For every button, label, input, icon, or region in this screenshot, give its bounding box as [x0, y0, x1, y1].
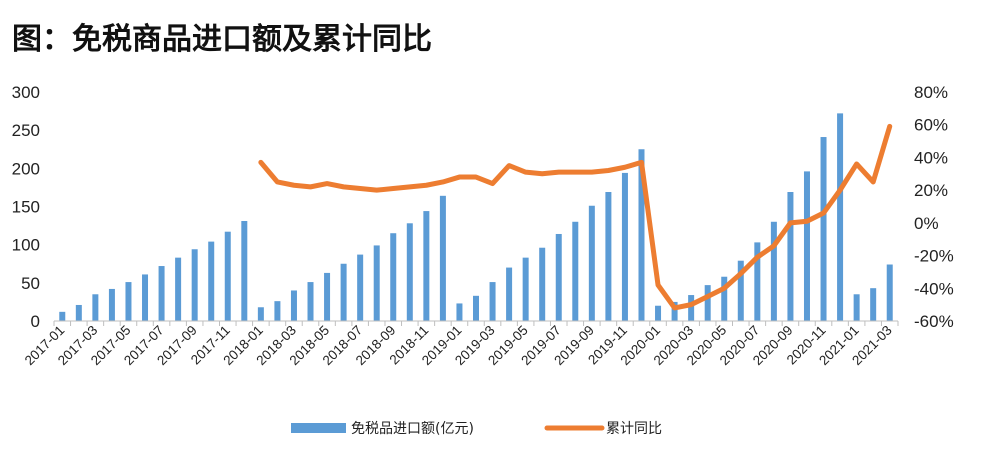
- y-left-tick-label: 200: [12, 159, 40, 178]
- bar: [208, 241, 215, 321]
- bar: [406, 223, 413, 321]
- bar: [506, 267, 513, 321]
- bar: [125, 282, 132, 321]
- bar: [357, 254, 364, 321]
- bar: [737, 260, 744, 321]
- y-left-tick-label: 50: [21, 274, 40, 293]
- bar: [142, 274, 149, 321]
- bar: [473, 295, 479, 321]
- y-left-tick-label: 300: [12, 83, 40, 102]
- x-axis-labels: 2017-012017-032017-052017-072017-092017-…: [22, 323, 895, 369]
- y-right-tick-label: -20%: [914, 247, 954, 266]
- bar: [539, 247, 546, 321]
- bar: [108, 288, 115, 321]
- bar: [555, 233, 562, 321]
- y-right-tick-label: -40%: [914, 279, 954, 298]
- y-right-tick-label: 80%: [914, 83, 948, 102]
- bar: [59, 311, 66, 321]
- bar: [770, 221, 777, 321]
- bar: [257, 307, 264, 321]
- bar: [638, 149, 645, 321]
- y-left-tick-label: 150: [12, 198, 40, 217]
- bar: [340, 263, 347, 321]
- bar: [92, 294, 99, 321]
- bar: [241, 221, 248, 321]
- bar: [175, 257, 182, 321]
- bar: [390, 233, 397, 321]
- line-series: [258, 123, 893, 311]
- bar: [439, 195, 446, 321]
- legend-line-label: 累计同比: [606, 421, 662, 437]
- bar: [274, 301, 281, 321]
- bar: [886, 264, 893, 321]
- bar: [75, 304, 82, 321]
- bar: [373, 245, 380, 321]
- bar: [655, 305, 662, 321]
- y-right-tick-label: -60%: [914, 312, 954, 331]
- y-axis-right: -60% -40% -20% 0% 20% 40% 60% 80%: [914, 83, 954, 331]
- legend-bar-swatch: [291, 423, 346, 433]
- bar-series: [59, 113, 893, 322]
- bar: [803, 171, 810, 321]
- y-right-tick-label: 0%: [914, 214, 939, 233]
- bar: [721, 276, 728, 321]
- y-right-tick-label: 20%: [914, 181, 948, 200]
- bar: [224, 231, 231, 321]
- legend-bar-label: 免税品进口额(亿元): [351, 421, 474, 437]
- bar: [787, 192, 794, 321]
- bar: [853, 294, 860, 321]
- bar: [621, 172, 628, 321]
- bar: [870, 288, 877, 321]
- x-axis-tick-marks: [53, 321, 899, 326]
- y-right-tick-label: 60%: [914, 116, 948, 135]
- bar: [572, 221, 579, 321]
- bar: [191, 249, 198, 321]
- bar: [605, 192, 612, 321]
- bar: [671, 301, 678, 321]
- bar: [158, 266, 165, 321]
- bar: [837, 113, 844, 322]
- bar: [307, 282, 314, 321]
- legend: 免税品进口额(亿元) 累计同比: [291, 421, 662, 437]
- y-right-tick-label: 40%: [914, 148, 948, 167]
- bar: [704, 285, 711, 321]
- y-left-tick-label: 0: [31, 312, 40, 331]
- bar: [290, 290, 297, 321]
- bar: [456, 303, 463, 321]
- line-series-path: [258, 123, 893, 311]
- bar: [423, 211, 430, 321]
- bar: [754, 242, 761, 321]
- y-left-tick-label: 100: [12, 236, 40, 255]
- bar: [489, 282, 496, 321]
- bar: [522, 257, 529, 321]
- bar: [588, 205, 595, 321]
- bar: [324, 272, 331, 321]
- bar: [688, 295, 695, 321]
- y-axis-left: 0 50 100 150 200 250 300: [12, 83, 40, 331]
- chart-title: 图：免税商品进口额及累计同比: [12, 22, 432, 57]
- bar: [820, 137, 827, 321]
- y-left-tick-label: 250: [12, 121, 40, 140]
